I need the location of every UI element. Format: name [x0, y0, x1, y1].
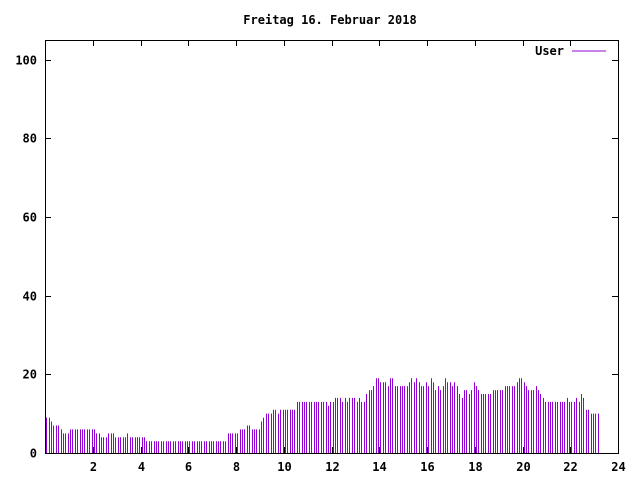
y-tick-label: 80	[23, 132, 37, 146]
x-tick-label: 14	[372, 460, 386, 474]
plot-frame	[45, 40, 619, 454]
x-tick-label: 24	[611, 460, 625, 474]
y-tick-label: 0	[30, 447, 37, 461]
x-tick-label: 12	[325, 460, 339, 474]
x-tick-label: 2	[90, 460, 97, 474]
legend: User	[535, 44, 606, 58]
bar-series	[46, 378, 599, 453]
chart-title: Freitag 16. Februar 2018	[243, 13, 416, 27]
x-tick-label: 8	[233, 460, 240, 474]
legend-label-user: User	[535, 44, 564, 58]
x-tick-label: 20	[516, 460, 530, 474]
y-tick-label: 40	[23, 290, 37, 304]
x-tick-label: 4	[138, 460, 145, 474]
x-tick-label: 6	[185, 460, 192, 474]
y-tick-label: 100	[15, 54, 37, 68]
x-tick-label: 16	[420, 460, 434, 474]
y-tick-label: 60	[23, 211, 37, 225]
x-tick-label: 22	[563, 460, 577, 474]
x-tick-label: 18	[468, 460, 482, 474]
x-tick-label: 10	[277, 460, 291, 474]
y-tick-label: 20	[23, 368, 37, 382]
